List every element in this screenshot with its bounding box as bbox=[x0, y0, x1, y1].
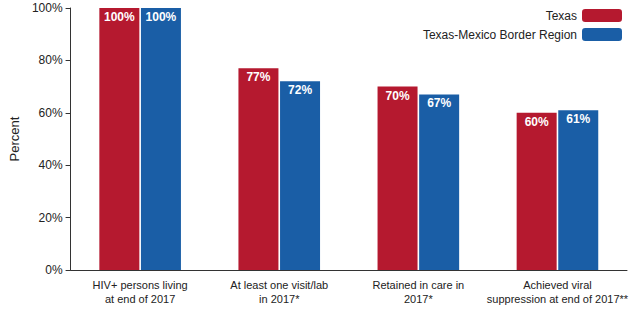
svg-text:suppression at end of 2017**: suppression at end of 2017** bbox=[487, 293, 629, 305]
svg-text:Texas: Texas bbox=[546, 9, 577, 23]
svg-text:Texas-Mexico Border Region: Texas-Mexico Border Region bbox=[423, 28, 577, 42]
svg-text:77%: 77% bbox=[246, 70, 270, 84]
svg-text:60%: 60% bbox=[525, 115, 549, 129]
svg-text:At least one visit/lab: At least one visit/lab bbox=[230, 279, 328, 291]
svg-text:72%: 72% bbox=[288, 83, 312, 97]
svg-text:Percent: Percent bbox=[7, 116, 22, 161]
svg-text:100%: 100% bbox=[146, 10, 177, 24]
svg-text:61%: 61% bbox=[566, 112, 590, 126]
svg-text:2017*: 2017* bbox=[404, 293, 433, 305]
svg-text:Achieved viral: Achieved viral bbox=[523, 279, 591, 291]
svg-text:100%: 100% bbox=[104, 10, 135, 24]
svg-text:at end of 2017: at end of 2017 bbox=[105, 293, 175, 305]
svg-text:80%: 80% bbox=[39, 53, 63, 67]
svg-text:0%: 0% bbox=[45, 263, 63, 277]
svg-text:in 2017*: in 2017* bbox=[259, 293, 300, 305]
svg-text:100%: 100% bbox=[32, 1, 63, 15]
svg-text:70%: 70% bbox=[386, 89, 410, 103]
svg-text:67%: 67% bbox=[427, 96, 451, 110]
svg-text:Retained in care in: Retained in care in bbox=[372, 279, 464, 291]
svg-text:20%: 20% bbox=[39, 211, 63, 225]
svg-text:HIV+ persons living: HIV+ persons living bbox=[93, 279, 188, 291]
svg-text:40%: 40% bbox=[39, 158, 63, 172]
svg-text:60%: 60% bbox=[39, 106, 63, 120]
